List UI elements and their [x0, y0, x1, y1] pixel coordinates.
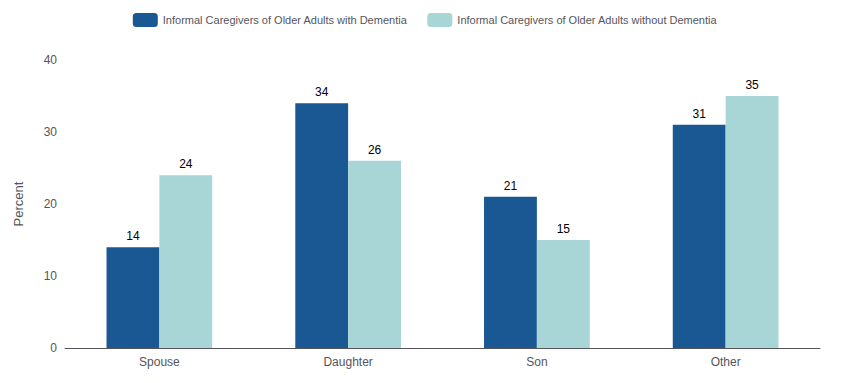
svg-text:34: 34	[315, 85, 329, 99]
svg-text:Son: Son	[526, 355, 547, 369]
svg-text:26: 26	[368, 143, 382, 157]
svg-text:0: 0	[50, 341, 57, 355]
svg-text:Informal Caregivers of Older A: Informal Caregivers of Older Adults with…	[163, 14, 408, 26]
svg-text:31: 31	[693, 107, 707, 121]
svg-text:14: 14	[126, 229, 140, 243]
svg-text:40: 40	[44, 53, 58, 67]
svg-text:Informal Caregivers of Older A: Informal Caregivers of Older Adults with…	[457, 14, 717, 26]
svg-text:Percent: Percent	[11, 181, 26, 226]
svg-text:21: 21	[504, 179, 518, 193]
svg-text:10: 10	[44, 269, 58, 283]
svg-text:30: 30	[44, 125, 58, 139]
svg-text:Spouse: Spouse	[139, 355, 180, 369]
svg-text:20: 20	[44, 197, 58, 211]
svg-text:Daughter: Daughter	[323, 355, 372, 369]
svg-text:24: 24	[179, 157, 193, 171]
svg-text:15: 15	[557, 222, 571, 236]
svg-text:Other: Other	[711, 355, 741, 369]
svg-text:35: 35	[745, 78, 759, 92]
